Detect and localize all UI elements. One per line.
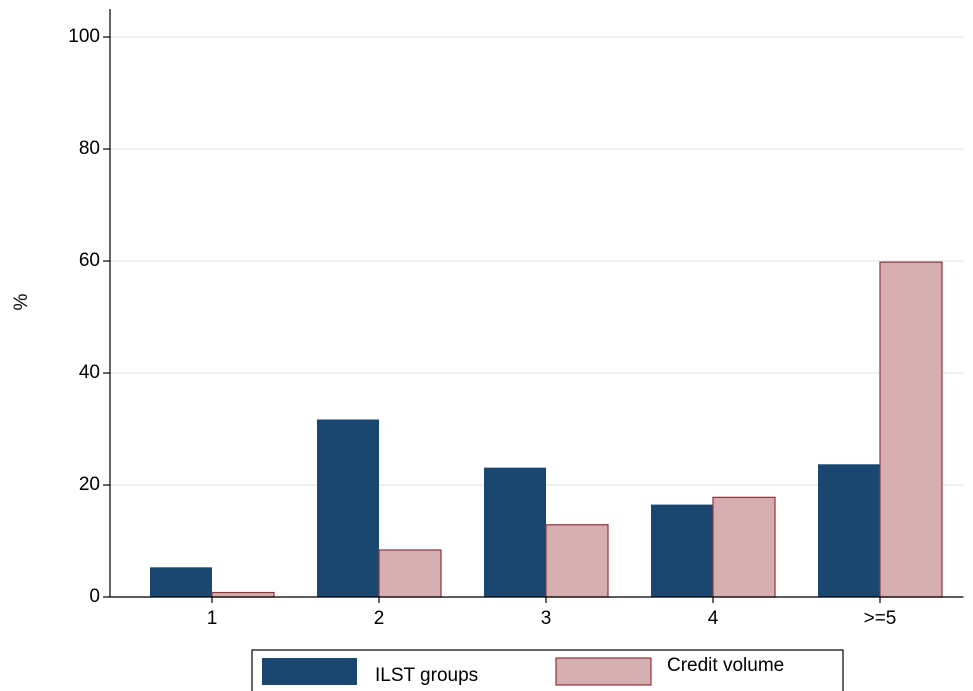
legend-swatch [262, 658, 357, 685]
bar [712, 496, 776, 598]
legend-label: ILST groups [375, 665, 478, 686]
y-tick-label: 100 [68, 26, 100, 47]
bar [211, 591, 275, 598]
bar [818, 464, 880, 597]
y-tick-label: 80 [79, 138, 100, 159]
y-tick-label: 20 [79, 474, 100, 495]
bar [484, 467, 546, 597]
bar [879, 261, 943, 598]
y-tick-label: 40 [79, 362, 100, 383]
bar [378, 549, 442, 598]
x-tick-label: 2 [374, 608, 385, 629]
bar [317, 419, 379, 597]
x-tick-label: >=5 [864, 608, 897, 629]
x-tick-label: 4 [708, 608, 719, 629]
y-tick-label: 0 [89, 586, 100, 607]
x-tick-label: 3 [541, 608, 552, 629]
y-axis-label: % [11, 293, 32, 310]
y-tick-label: 60 [79, 250, 100, 271]
legend-label: Credit volume [667, 655, 784, 676]
x-tick-label: 1 [207, 608, 218, 629]
bar [545, 524, 609, 598]
bar [651, 504, 713, 597]
bar [150, 567, 212, 597]
legend-swatch [555, 657, 652, 686]
